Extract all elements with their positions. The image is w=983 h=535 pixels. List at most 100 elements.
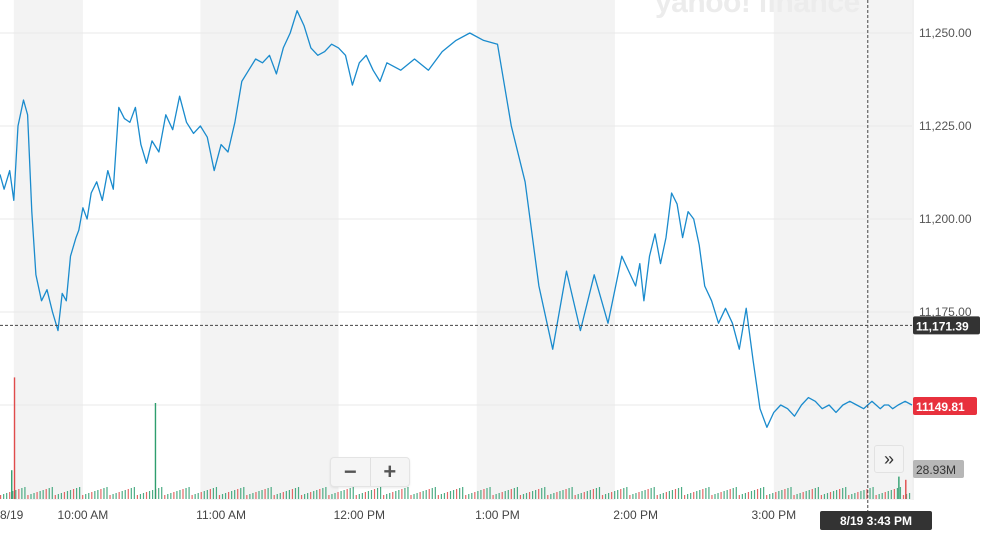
volume-bar: [626, 487, 628, 499]
volume-bar: [398, 490, 400, 499]
volume-bar: [215, 487, 218, 499]
volume-bar: [547, 495, 549, 499]
volume-bar: [799, 493, 801, 499]
volume-bar: [708, 487, 710, 499]
volume-bar: [18, 489, 20, 499]
volume-bar: [690, 493, 692, 499]
volume-bar: [331, 494, 333, 499]
volume-bar: [437, 495, 439, 499]
volume-bar: [717, 493, 719, 499]
volume-bar: [39, 491, 41, 499]
volume-bar: [139, 494, 142, 499]
volume-bar: [753, 490, 756, 499]
volume-bar: [793, 495, 795, 499]
volume-bar: [224, 493, 227, 499]
volume-bar: [124, 490, 126, 499]
volume-bar: [465, 495, 467, 499]
volume-bar: [857, 492, 859, 499]
volume-bar: [446, 492, 449, 499]
volume-bar: [200, 492, 202, 499]
volume-bar: [556, 492, 558, 499]
volume-bar: [875, 495, 877, 499]
volume-bar: [668, 491, 670, 499]
volume-bar: [112, 494, 114, 499]
volume-bar: [860, 491, 862, 499]
volume-bar: [337, 492, 339, 499]
volume-bar: [772, 493, 774, 499]
volume-bar: [553, 493, 555, 499]
volume-bar: [659, 494, 661, 499]
volume-bar: [282, 492, 284, 499]
volume-bar: [63, 492, 66, 499]
volume-bar: [471, 493, 473, 499]
volume-bar: [677, 488, 680, 499]
volume-bar: [711, 495, 713, 499]
volume-bar: [726, 490, 728, 499]
volume-bar: [583, 492, 585, 499]
volume-bar: [449, 491, 452, 499]
volume-bar: [781, 490, 783, 499]
x-tick-label-3: 12:00 PM: [334, 508, 385, 522]
volume-bar-major-4: [905, 479, 907, 499]
volume-bar: [194, 494, 196, 499]
volume-bar: [684, 495, 686, 499]
volume-bar: [88, 493, 90, 499]
volume-bar: [425, 490, 427, 499]
volume-bar: [170, 493, 172, 499]
volume-bar: [431, 488, 433, 499]
session-band-3: [773, 0, 912, 500]
volume-bar: [905, 494, 908, 499]
volume-bar: [310, 492, 312, 499]
volume-bar: [428, 489, 430, 499]
volume-bar: [209, 489, 211, 499]
volume-bar: [592, 489, 594, 499]
volume-bar: [45, 489, 47, 499]
zoom-out-button[interactable]: −: [343, 459, 357, 484]
expand-chart-button[interactable]: »: [874, 445, 904, 473]
volume-bar: [869, 488, 871, 499]
y-tick-label-1: 11,225.00: [919, 119, 972, 133]
volume-bar: [36, 492, 38, 499]
volume-bar: [595, 488, 598, 499]
volume-bar: [723, 491, 725, 499]
last-price-label: 11149.81: [916, 400, 965, 414]
volume-bar: [12, 491, 14, 499]
volume-bar: [890, 490, 892, 499]
volume-bar: [270, 487, 272, 499]
volume-bar: [279, 493, 281, 499]
volume-bar: [182, 489, 184, 499]
volume-badge: [913, 460, 964, 478]
current-value-label: 11,171.39: [916, 319, 969, 333]
volume-bar: [264, 489, 266, 499]
volume-bar: [705, 488, 707, 499]
y-tick-label-2: 11,200.00: [919, 212, 972, 226]
volume-bar: [541, 488, 543, 499]
volume-bar: [802, 492, 804, 499]
zoom-controls: − +: [330, 457, 410, 487]
zoom-in-button[interactable]: +: [369, 458, 410, 486]
volume-bar: [571, 487, 573, 499]
volume-bar: [173, 492, 175, 499]
volume-bar: [775, 492, 777, 499]
volume-bar: [355, 495, 357, 499]
volume-bar: [811, 489, 813, 499]
volume-bar: [285, 491, 287, 499]
volume-bar: [407, 487, 409, 499]
volume-bar: [121, 491, 123, 499]
volume-bar: [638, 492, 640, 499]
x-tick-label-6: 3:00 PM: [751, 508, 796, 522]
volume-bar: [881, 493, 883, 499]
volume-bar: [589, 490, 591, 499]
volume-bar: [297, 487, 300, 499]
volume-bar: [273, 495, 275, 499]
volume-bar: [416, 493, 418, 499]
volume-bar: [760, 488, 762, 499]
volume-bar: [82, 495, 84, 499]
volume-bar: [714, 494, 716, 499]
volume-bar: [899, 487, 902, 499]
volume-bar: [696, 491, 698, 499]
volume-bar: [562, 490, 564, 499]
volume-bar: [614, 491, 616, 499]
